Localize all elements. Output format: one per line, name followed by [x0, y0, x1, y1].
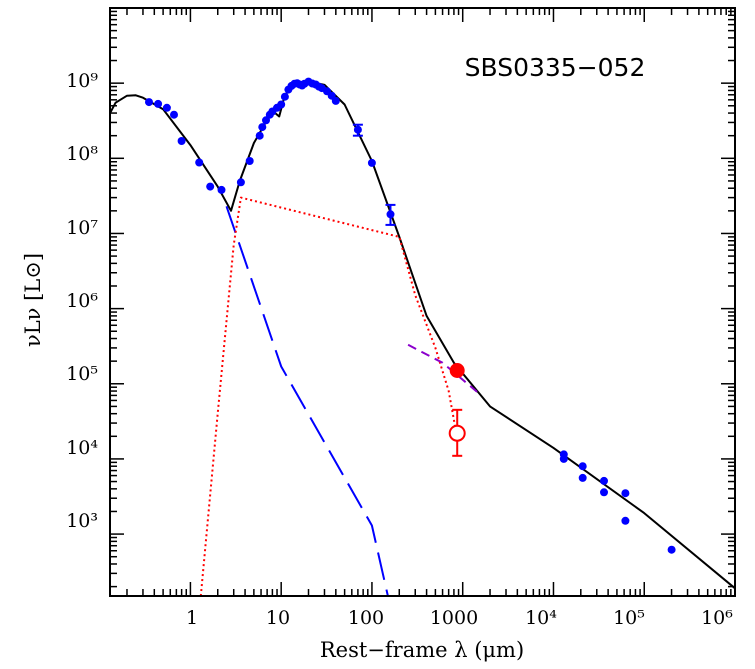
x-tick-label: 10⁴: [525, 607, 557, 629]
data-point: [195, 158, 204, 167]
x-tick-label: 100: [348, 607, 384, 629]
data-point: [177, 137, 186, 145]
y-tick-labels: 10³ 10⁴ 10⁵ 10⁶ 10⁷ 10⁸ 10⁹: [66, 70, 98, 532]
y-tick-label: 10³: [66, 510, 98, 532]
data-point: [206, 182, 215, 191]
data-point: [449, 363, 465, 378]
data-point: [559, 454, 568, 463]
data-point: [386, 210, 395, 219]
x-tick-label: 1: [186, 607, 198, 629]
data-point: [280, 92, 289, 101]
data-point: [262, 116, 270, 125]
data-point: [353, 125, 362, 134]
x-tick-label: 10: [266, 607, 290, 629]
stellar-component-curve: [225, 205, 389, 597]
dust-component-curve: [199, 196, 458, 597]
data-point: [145, 98, 153, 107]
data-point: [255, 131, 264, 140]
y-tick-label: 10⁷: [66, 217, 98, 239]
data-point: [331, 96, 340, 105]
y-axis-title: νLν [L⊙]: [21, 253, 45, 347]
x-axis-title: Rest−frame λ (μm): [320, 638, 524, 662]
axis-ticks: [110, 7, 736, 596]
data-point: [217, 185, 226, 194]
y-tick-label: 10⁴: [66, 437, 98, 459]
model-curves: [109, 80, 736, 597]
data-point: [367, 158, 376, 167]
data-point: [170, 110, 178, 119]
y-tick-label: 10⁹: [66, 70, 98, 92]
total-model-curve: [109, 80, 736, 590]
data-point: [236, 178, 245, 187]
data-point: [578, 462, 587, 471]
x-tick-labels: 1 10 100 1000 10⁴ 10⁵ 10⁶: [186, 607, 733, 629]
x-tick-label: 1000: [430, 607, 478, 629]
data-point: [154, 99, 163, 108]
data-point: [277, 100, 286, 109]
data-point: [600, 488, 608, 497]
data-point: [578, 473, 587, 482]
radio-free-free-curve: [407, 343, 480, 394]
y-tick-label: 10⁸: [66, 143, 98, 165]
x-tick-label: 10⁵: [613, 607, 645, 629]
data-points: [145, 77, 676, 554]
data-point: [667, 545, 676, 554]
data-point: [621, 516, 630, 525]
plot-frame: [109, 7, 736, 597]
data-point: [245, 157, 254, 165]
data-point: [600, 476, 608, 485]
data-point: [162, 103, 171, 112]
y-tick-label: 10⁵: [66, 363, 98, 385]
chart-title: SBS0335−052: [465, 53, 646, 82]
x-tick-label: 10⁶: [701, 607, 733, 629]
y-tick-label: 10⁶: [66, 290, 98, 312]
data-point: [448, 424, 466, 442]
data-point: [621, 489, 630, 498]
data-point: [258, 123, 267, 132]
